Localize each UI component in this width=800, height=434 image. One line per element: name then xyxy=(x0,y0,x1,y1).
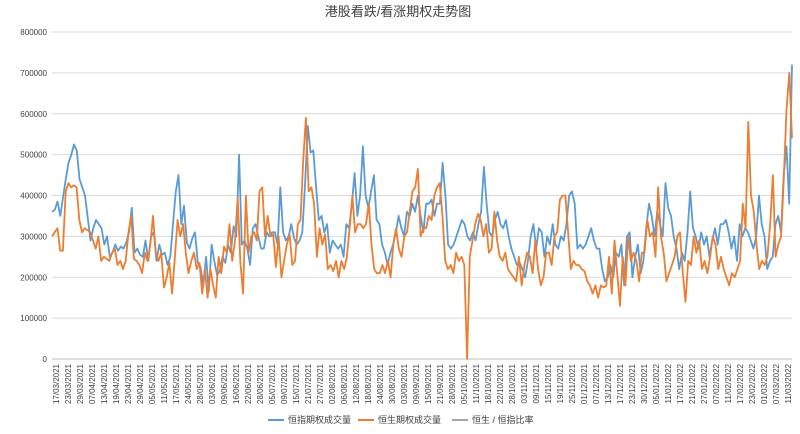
x-tick-label: 07/04/2021 xyxy=(88,363,97,404)
series-line-1 xyxy=(51,72,793,360)
x-tick-label: 15/07/2021 xyxy=(292,363,301,404)
y-tick-label: 600000 xyxy=(20,110,47,119)
x-tick-label: 28/09/2021 xyxy=(448,363,457,404)
x-tick-label: 11/03/2022 xyxy=(784,363,793,403)
legend[interactable]: 恒指期权成交量 恒生期权成交量 恒生 / 恒指比率 xyxy=(268,414,534,425)
x-tick-label: 13/12/2021 xyxy=(604,363,613,404)
y-tick-label: 0 xyxy=(43,355,48,364)
x-tick-label: 23/03/2021 xyxy=(64,363,73,404)
x-tick-label: 05/05/2021 xyxy=(148,363,157,404)
x-tick-label: 09/11/2021 xyxy=(532,363,541,403)
x-tick-label: 11/01/2022 xyxy=(664,363,673,403)
x-tick-label: 22/06/2021 xyxy=(244,363,253,404)
y-tick-label: 300000 xyxy=(20,232,47,241)
x-tick-label: 21/07/2021 xyxy=(304,363,313,404)
x-tick-label: 05/10/2021 xyxy=(460,363,469,404)
y-axis: 0 100000 200000 300000 400000 500000 600000 700… xyxy=(20,28,47,364)
x-tick-label: 11/02/2022 xyxy=(724,363,733,403)
x-tick-label: 15/11/2021 xyxy=(544,363,553,403)
x-tick-label: 21/09/2021 xyxy=(436,363,445,404)
legend-label[interactable]: 恒生期权成交量 xyxy=(378,414,441,425)
x-tick-label: 24/05/2021 xyxy=(184,363,193,404)
x-tick-label: 03/06/2021 xyxy=(208,363,217,404)
x-tick-label: 25/11/2021 xyxy=(568,363,577,403)
y-tick-label: 200000 xyxy=(20,273,47,282)
y-tick-label: 100000 xyxy=(20,314,47,323)
y-tick-label: 500000 xyxy=(20,151,47,160)
x-tick-label: 02/08/2021 xyxy=(328,363,337,404)
x-tick-label: 30/12/2021 xyxy=(640,363,649,404)
x-tick-label: 29/04/2021 xyxy=(136,363,145,404)
series-line-0 xyxy=(51,64,793,293)
x-tick-label: 07/02/2022 xyxy=(712,363,721,404)
y-tick-label: 700000 xyxy=(20,69,47,78)
x-tick-label: 19/11/2021 xyxy=(556,363,565,403)
x-tick-label: 18/10/2021 xyxy=(484,363,493,404)
x-tick-label: 27/01/2022 xyxy=(700,363,709,404)
legend-label[interactable]: 恒指期权成交量 xyxy=(288,414,351,425)
x-tick-label: 01/03/2022 xyxy=(760,363,769,404)
legend-label[interactable]: 恒生 / 恒指比率 xyxy=(472,414,534,425)
x-tick-label: 07/12/2021 xyxy=(592,363,601,404)
series-group xyxy=(51,64,793,360)
x-tick-label: 05/01/2022 xyxy=(652,363,661,404)
x-tick-label: 17/05/2021 xyxy=(172,363,181,404)
x-axis: 17/03/2021 23/03/2021 29/03/2021 07/04/2021… xyxy=(52,363,793,404)
x-tick-label: 24/08/2021 xyxy=(376,363,385,404)
x-tick-label: 23/02/2022 xyxy=(748,363,757,404)
x-tick-label: 29/03/2021 xyxy=(76,363,85,404)
x-tick-label: 28/05/2021 xyxy=(196,363,205,404)
x-tick-label: 09/07/2021 xyxy=(280,363,289,404)
chart-title: 港股看跌/看涨期权走势图 xyxy=(325,4,472,19)
x-tick-label: 23/04/2021 xyxy=(124,363,133,404)
x-tick-label: 27/07/2021 xyxy=(316,363,325,404)
x-tick-label: 17/02/2022 xyxy=(736,363,745,404)
x-tick-label: 13/04/2021 xyxy=(100,363,109,404)
y-tick-label: 800000 xyxy=(20,28,47,37)
x-tick-label: 23/12/2021 xyxy=(628,363,637,404)
x-tick-label: 28/10/2021 xyxy=(508,363,517,404)
x-tick-label: 16/06/2021 xyxy=(232,363,241,404)
x-tick-label: 28/06/2021 xyxy=(256,363,265,404)
x-tick-label: 01/12/2021 xyxy=(580,363,589,404)
x-tick-label: 19/04/2021 xyxy=(112,363,121,404)
x-tick-label: 07/03/2022 xyxy=(772,363,781,404)
x-tick-label: 03/09/2021 xyxy=(400,363,409,404)
x-tick-label: 30/08/2021 xyxy=(388,363,397,404)
x-tick-label: 09/06/2021 xyxy=(220,363,229,404)
x-tick-label: 09/09/2021 xyxy=(412,363,421,404)
x-tick-label: 18/08/2021 xyxy=(364,363,373,404)
x-tick-label: 11/10/2021 xyxy=(472,363,481,403)
x-tick-label: 21/01/2022 xyxy=(688,363,697,404)
x-tick-label: 03/11/2021 xyxy=(520,363,529,403)
x-tick-label: 17/01/2022 xyxy=(676,363,685,404)
x-tick-label: 11/05/2021 xyxy=(160,363,169,403)
x-tick-label: 17/12/2021 xyxy=(616,363,625,404)
x-tick-label: 12/08/2021 xyxy=(352,363,361,404)
x-tick-label: 06/08/2021 xyxy=(340,363,349,404)
x-tick-label: 05/07/2021 xyxy=(268,363,277,404)
x-tick-label: 15/09/2021 xyxy=(424,363,433,404)
y-tick-label: 400000 xyxy=(20,192,47,201)
x-tick-label: 17/03/2021 xyxy=(52,363,61,404)
x-tick-label: 22/10/2021 xyxy=(496,363,505,404)
grid xyxy=(52,31,792,360)
